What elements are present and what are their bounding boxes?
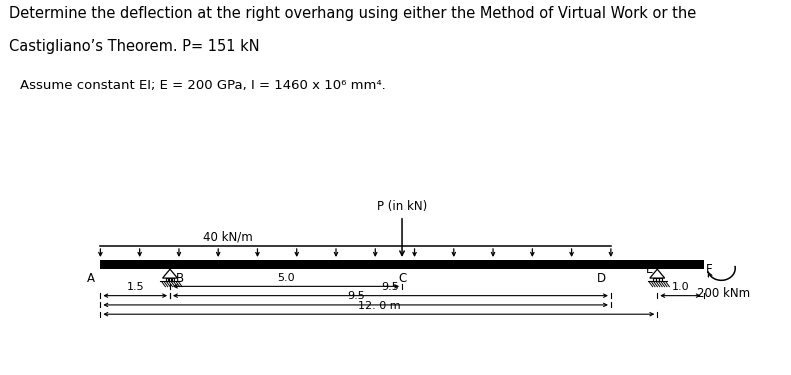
Text: D: D <box>597 272 606 285</box>
Bar <box>653 278 656 280</box>
Bar <box>100 260 704 269</box>
Text: 9.5: 9.5 <box>381 282 399 292</box>
Bar <box>168 278 172 280</box>
Text: A: A <box>87 272 95 285</box>
Bar <box>166 278 168 280</box>
Text: 12. 0 m: 12. 0 m <box>358 301 400 311</box>
Bar <box>172 278 174 280</box>
Bar <box>659 278 661 280</box>
Text: 200 kNm: 200 kNm <box>697 287 750 300</box>
Text: 40 kN/m: 40 kN/m <box>203 230 253 243</box>
Text: Assume constant EI; E = 200 GPa, I = 1460 x 10⁶ mm⁴.: Assume constant EI; E = 200 GPa, I = 146… <box>20 79 385 92</box>
Text: 1.5: 1.5 <box>127 282 144 292</box>
Bar <box>656 278 659 280</box>
Text: E: E <box>646 263 653 276</box>
Text: 5.0: 5.0 <box>277 273 295 283</box>
Text: P (in kN): P (in kN) <box>377 200 427 213</box>
Text: 9.5: 9.5 <box>346 291 365 302</box>
Text: B: B <box>176 272 184 285</box>
Text: F: F <box>706 263 713 276</box>
Text: Determine the deflection at the right overhang using either the Method of Virtua: Determine the deflection at the right ov… <box>9 6 697 21</box>
Text: Castigliano’s Theorem. P= 151 kN: Castigliano’s Theorem. P= 151 kN <box>9 39 260 54</box>
Text: C: C <box>398 272 406 285</box>
Text: 1.0: 1.0 <box>672 282 689 292</box>
